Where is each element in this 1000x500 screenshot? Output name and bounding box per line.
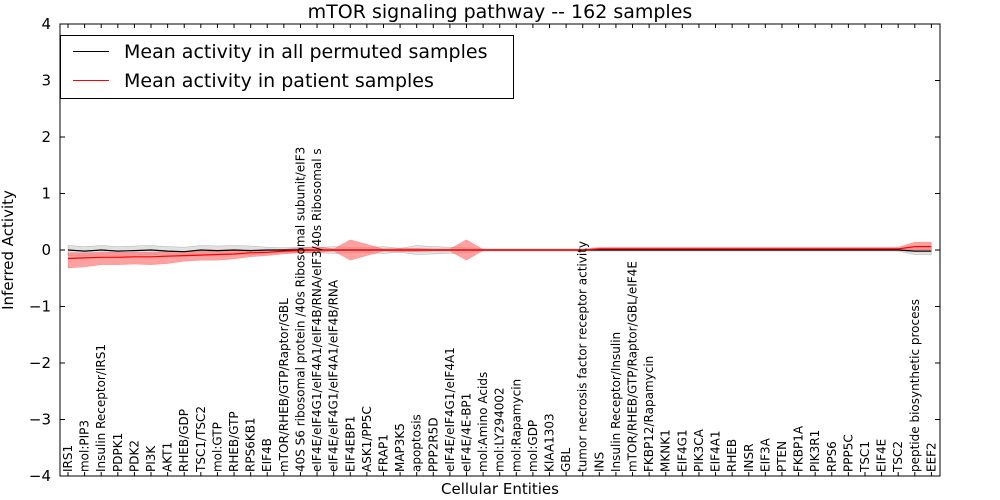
x-tick-label: FKBP12/Rapamycin [642,356,656,472]
x-tick-label: mol:Amino Acids [476,372,490,472]
x-tick-label: eIF4E/eIF4G1/eIF4A1 [443,347,457,472]
legend-label-patient: Mean activity in patient samples [124,70,434,92]
x-tick-label: GBL [559,447,573,472]
x-tick-label: peptide biosynthetic process [908,299,922,472]
y-tick-label: −1 [29,298,51,316]
band-series-2 [67,239,932,269]
x-tick-label: FRAP1 [376,434,390,472]
x-tick-label: EIF4G1 [675,429,689,472]
x-axis-label: Cellular Entities [441,480,559,498]
x-tick-label: INS [592,452,606,472]
x-tick-label: EIF4E [875,439,889,472]
x-tick-label: PI3K [144,445,158,472]
x-tick-label: 40S S6 ribosomal protein /40s Ribosomal … [293,147,307,472]
x-tick-label: apoptosis [410,414,424,472]
y-tick-label: −4 [29,467,51,485]
x-tick-label: Insulin Receptor/IRS1 [94,344,108,472]
x-tick-label: EEF2 [924,442,938,472]
x-tick-label: mol:GDP [526,420,540,472]
x-tick-label: RHEB/GTP [227,411,241,472]
x-tick-label: AKT1 [161,442,175,472]
x-tick-label: mol:PIP3 [78,420,92,472]
legend-swatch-permuted [73,51,109,52]
x-tick-label: EIF3A [758,437,772,472]
y-tick-label: 2 [41,128,51,146]
x-tick-label: EIF4B [260,438,274,472]
confidence-bands [67,239,932,269]
legend-swatch-patient [73,80,109,81]
y-tick-label: −3 [29,411,51,429]
y-tick-label: 3 [41,72,51,90]
x-tick-label: mol:Rapamycin [509,379,523,472]
x-tick-label: Insulin Receptor/Insulin [609,332,623,472]
x-tick-label: eIF4E/eIF4G1/eIF4A1/eIF4B/RNA/eIF3/40s R… [310,148,324,472]
x-tick-label: KIAA1303 [543,413,557,472]
x-tick-label: EIF4EBP1 [343,416,357,472]
x-tick-label: INSR [742,444,756,472]
x-tick-label: tumor necrosis factor receptor activity [576,241,590,472]
x-tick-label: IRS1 [61,445,75,472]
x-tick-label: ASK1/PP5C [360,406,374,472]
x-tick-label: PDPK1 [111,433,125,472]
x-tick-label: RPS6 [825,441,839,472]
x-tick-label: mTOR/RHEB/GTP/Raptor/GBL [277,298,291,472]
x-tick-label: RHEB/GDP [177,409,191,472]
x-tick-label: EIF4A1 [709,430,723,472]
x-tick-label: RHEB [725,439,739,472]
x-tick-label: PPP5C [841,434,855,472]
x-tick-label: PIK3R1 [808,430,822,472]
legend: Mean activity in all permuted samples Me… [60,35,514,99]
legend-label-permuted: Mean activity in all permuted samples [124,41,488,63]
x-tick-labels: IRS1 mol:PIP3 Insulin Receptor/IRS1 PDPK1 PD… [61,147,938,473]
x-tick-label: mol:GTP [210,422,224,472]
x-tick-label: PIK3CA [692,428,706,472]
line-series-2 [67,246,932,260]
axis-ticks: −4 −3 −2 −1 0 1 2 3 4 [29,15,940,485]
legend-item-permuted: Mean activity in all permuted samples [61,39,513,65]
x-tick-label: PDK2 [127,440,141,472]
series-lines [67,246,932,260]
y-tick-label: −2 [29,354,51,372]
x-tick-label: TSC2 [891,441,905,473]
y-tick-label: 0 [41,241,51,259]
x-tick-label: eIF4E/eIF4G1/eIF4A1/eIF4B/RNA [327,279,341,472]
legend-item-patient: Mean activity in patient samples [61,68,513,94]
x-tick-label: RPS6KB1 [244,417,258,472]
x-tick-label: TSC1 [858,441,872,473]
x-tick-label: mol:LY294002 [493,387,507,472]
y-axis-label: Inferred Activity [0,190,17,310]
x-tick-label: PPP2R5D [426,417,440,472]
plot-frame [59,23,941,477]
x-tick-label: FKBP1A [792,425,806,472]
y-tick-label: 1 [41,185,51,203]
chart-title: mTOR signaling pathway -- 162 samples [308,1,693,23]
x-tick-label: eIF4E/4E-BP1 [459,393,473,472]
x-tick-label: TSC1/TSC2 [194,406,208,473]
x-tick-label: MKNK1 [659,429,673,472]
x-tick-label: mTOR/RHEB/GTP/Raptor/GBL/eIF4E [626,261,640,472]
x-tick-label: MAP3K5 [393,423,407,472]
y-tick-label: 4 [41,15,51,33]
x-tick-label: PTEN [775,441,789,472]
